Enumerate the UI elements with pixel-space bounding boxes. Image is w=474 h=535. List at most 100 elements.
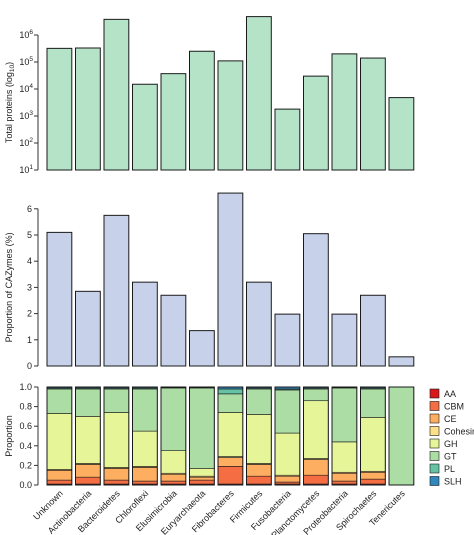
segment-ce-bacteroidetes: [103, 468, 130, 481]
legend-swatch-pl: [429, 463, 440, 474]
bar-unknown: [46, 47, 73, 171]
legend-label-gh: GH: [444, 439, 458, 449]
y-tick-label: 1: [27, 335, 32, 345]
bar-fusobacteria: [274, 313, 301, 367]
bar-fibrobacteres: [217, 192, 244, 367]
bar-outline-bacteroidetes: [103, 386, 130, 486]
y-tick-label: 6: [27, 204, 32, 214]
legend-swatch-gt: [429, 451, 440, 461]
y-tick-label: 1.0: [19, 382, 32, 392]
segment-cbm-unknown: [46, 479, 73, 485]
y-tick-label: 4: [27, 256, 32, 266]
segment-ce-proteobacteria: [331, 472, 358, 482]
y-tick-label: 0.2: [19, 460, 32, 470]
segment-gh-bacteroidetes: [103, 412, 130, 468]
segment-gt-euryarchaeota: [189, 387, 215, 469]
legend-swatch-cohesin: [429, 426, 440, 436]
y-tick-label: 0.6: [19, 421, 32, 431]
legend-swatch-slh: [429, 476, 440, 486]
y-axis-label: Proportion: [4, 415, 14, 457]
legend-label-slh: SLH: [444, 477, 462, 487]
segment-gt-elusimicrobia: [160, 387, 187, 452]
segment-pl-fibrobacteres: [217, 388, 244, 395]
legend-swatch-gh: [429, 438, 440, 449]
segment-gh-chloroflexi: [132, 430, 158, 467]
segment-cbm-fibrobacteres: [217, 466, 244, 485]
y-tick-label: 0: [27, 361, 32, 371]
segment-gh-actinobacteria: [75, 416, 101, 464]
segment-gt-fibrobacteres: [217, 393, 244, 413]
segment-gt-tenericutes: [388, 386, 415, 486]
bar-proteobacteria: [331, 53, 358, 171]
bar-fusobacteria: [274, 108, 301, 171]
segment-gh-planctomycetes: [303, 400, 329, 459]
bar-outline-chloroflexi: [132, 386, 158, 486]
bar-chloroflexi: [132, 83, 158, 171]
bar-outline-fusobacteria: [274, 386, 301, 486]
legend-label-ce: CE: [444, 414, 457, 424]
segment-gh-unknown: [46, 413, 73, 470]
segment-gt-spirochaetes: [360, 388, 386, 418]
bar-bacteroidetes: [103, 18, 130, 171]
y-tick-label: 5: [27, 230, 32, 240]
legend-swatch-ce: [429, 413, 440, 424]
segment-gt-firmicutes: [246, 388, 272, 415]
bar-proteobacteria: [331, 313, 358, 367]
bar-outline-spirochaetes: [360, 386, 386, 486]
bar-outline-euryarchaeota: [189, 386, 215, 486]
segment-gh-fusobacteria: [274, 432, 301, 476]
bar-firmicutes: [246, 16, 272, 171]
bar-actinobacteria: [75, 47, 101, 171]
legend-swatch-cbm: [429, 401, 440, 411]
y-tick-label: 0.8: [19, 402, 32, 412]
y-tick-label: 0.4: [19, 441, 32, 451]
segment-gt-proteobacteria: [331, 387, 358, 443]
segment-cbm-proteobacteria: [331, 480, 358, 485]
segment-gt-actinobacteria: [75, 388, 101, 417]
segment-cbm-actinobacteria: [75, 476, 101, 485]
bar-outline-elusimicrobia: [160, 386, 187, 486]
y-tick-label: 0.0: [19, 480, 32, 490]
segment-ce-firmicutes: [246, 464, 272, 477]
segment-ce-fibrobacteres: [217, 457, 244, 467]
segment-gt-bacteroidetes: [103, 388, 130, 413]
bar-elusimicrobia: [160, 294, 187, 367]
segment-ce-fusobacteria: [274, 475, 301, 483]
bar-unknown: [46, 231, 73, 367]
segment-ce-chloroflexi: [132, 467, 158, 482]
legend: AA CBM CE Cohesin GH GT PL SLH: [429, 388, 474, 487]
y-axis-label: Proportion of CAZymes (%): [4, 232, 14, 342]
bar-fibrobacteres: [217, 60, 244, 171]
bar-bacteroidetes: [103, 214, 130, 367]
segment-ce-actinobacteria: [75, 464, 101, 478]
segment-ce-spirochaetes: [360, 471, 386, 480]
segment-gh-firmicutes: [246, 414, 272, 464]
segment-ce-elusimicrobia: [160, 473, 187, 482]
y-tick-label: 103: [19, 110, 33, 121]
segment-ce-planctomycetes: [303, 459, 329, 476]
legend-swatch-aa: [429, 388, 440, 399]
bar-elusimicrobia: [160, 73, 187, 171]
panel-total-proteins: 101 102 103 104 105 106 Total proteins (log10): [4, 16, 415, 175]
legend-label-gt: GT: [444, 452, 457, 462]
bar-outline-proteobacteria: [331, 386, 358, 486]
segment-gh-euryarchaeota: [189, 468, 215, 477]
bar-spirochaetes: [360, 294, 386, 367]
segment-cbm-euryarchaeota: [189, 479, 215, 485]
bar-chloroflexi: [132, 281, 158, 367]
category-labels: UnknownActinobacteriaBacteroidetesChloro…: [31, 488, 407, 535]
segment-gh-proteobacteria: [331, 441, 358, 473]
bar-outline-firmicutes: [246, 386, 272, 486]
segment-ce-euryarchaeota: [189, 476, 215, 481]
panel-cazyme-proportion: 0 1 2 3 4 5 6 Proportion of CAZymes (%): [4, 192, 415, 371]
segment-cbm-elusimicrobia: [160, 480, 187, 485]
bar-outline-actinobacteria: [75, 386, 101, 486]
segment-ce-unknown: [46, 469, 73, 481]
segment-cbm-bacteroidetes: [103, 479, 130, 485]
segment-gt-fusobacteria: [274, 389, 301, 434]
bar-outline-fibrobacteres: [217, 386, 244, 486]
segment-cbm-spirochaetes: [360, 478, 386, 485]
bar-spirochaetes: [360, 57, 386, 171]
y-tick-label: 106: [19, 29, 33, 40]
bar-actinobacteria: [75, 290, 101, 367]
